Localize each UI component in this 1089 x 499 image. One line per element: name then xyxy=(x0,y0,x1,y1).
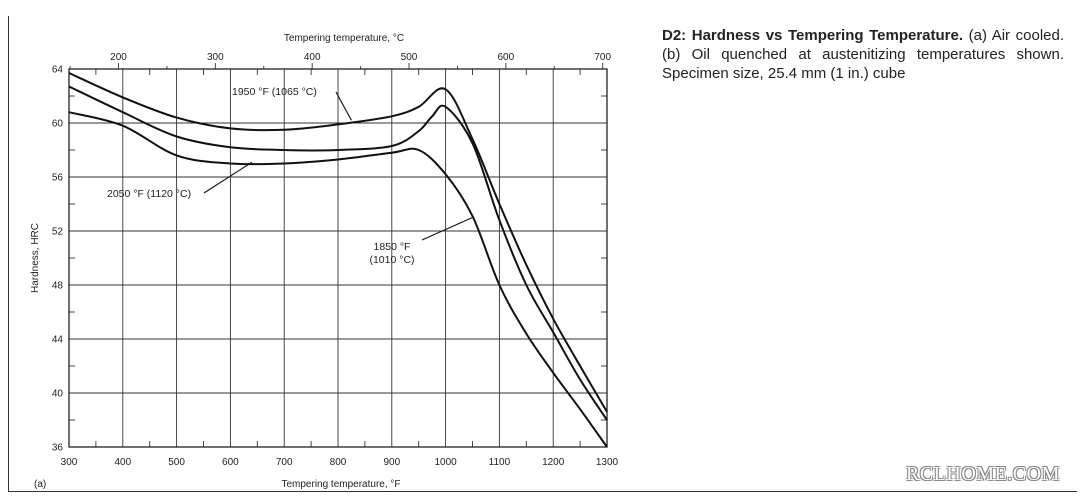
annotation-leader xyxy=(421,216,473,241)
y-tick-label: 48 xyxy=(52,281,64,292)
x2-tick-label: 600 xyxy=(498,52,515,63)
chart-series xyxy=(68,72,608,448)
plot-area xyxy=(68,68,608,448)
x2-tick-label: 300 xyxy=(207,52,224,63)
y-tick-label: 52 xyxy=(52,227,64,238)
series-annotation: (1010 °C) xyxy=(369,254,414,266)
x2-tick-label: 400 xyxy=(304,52,321,63)
x-tick-label: 1200 xyxy=(542,457,565,468)
x-tick-label: 1100 xyxy=(489,457,511,468)
y-tick-label: 60 xyxy=(52,119,64,130)
annotation-leader xyxy=(203,161,253,194)
x-axis-title: Tempering temperature, °F xyxy=(281,479,400,490)
x-tick-label: 400 xyxy=(114,457,131,468)
x2-tick-label: 200 xyxy=(110,52,127,63)
series-annotation: 1950 °F (1065 °C) xyxy=(232,86,317,98)
panel-label: (a) xyxy=(34,479,46,490)
x-tick-label: 900 xyxy=(383,457,400,468)
chart-grid xyxy=(69,69,607,447)
annotation-leader xyxy=(335,91,352,121)
y-axis-title: Hardness, HRC xyxy=(30,223,41,293)
caption-title: D2: Hardness vs Tempering Temperature. xyxy=(662,27,964,44)
x-tick-label: 500 xyxy=(168,457,185,468)
x-tick-label: 300 xyxy=(61,457,78,468)
y-tick-label: 40 xyxy=(52,389,64,400)
y-tick-label: 36 xyxy=(52,443,64,454)
top-axis-title: Tempering temperature, °C xyxy=(284,33,404,44)
x2-tick-label: 500 xyxy=(401,52,418,63)
series-line-2 xyxy=(68,111,608,448)
y-tick-label: 64 xyxy=(52,65,64,76)
figure-caption: D2: Hardness vs Tempering Temperature. (… xyxy=(662,26,1064,83)
y-tick-label: 56 xyxy=(52,173,64,184)
series-line-0 xyxy=(68,72,608,413)
y-tick-label: 44 xyxy=(52,335,64,346)
x-tick-label: 600 xyxy=(222,457,239,468)
hardness-chart: 300 400 500 600 700 800 900 1000 1100 1200 1300 36 4… xyxy=(30,33,619,490)
x-tick-label: 1000 xyxy=(434,457,457,468)
x2-tick-label: 700 xyxy=(594,52,611,63)
caption-body: (a) Air cooled. (b) Oil quenched at aust… xyxy=(662,27,1065,82)
x-tick-label: 800 xyxy=(330,457,347,468)
series-line-1 xyxy=(68,85,608,421)
figure-frame xyxy=(8,16,1077,492)
chart-labels: 300 400 500 600 700 800 900 1000 1100 1200 1300 36 4… xyxy=(52,52,619,468)
x-tick-label: 700 xyxy=(276,457,293,468)
series-annotation: 1850 °F xyxy=(374,241,411,253)
watermark: RCLHOME.COM xyxy=(906,463,1060,485)
x-tick-label: 1300 xyxy=(596,457,619,468)
series-annotation: 2050 °F (1120 °C) xyxy=(107,188,191,200)
chart-ticks xyxy=(69,63,607,447)
